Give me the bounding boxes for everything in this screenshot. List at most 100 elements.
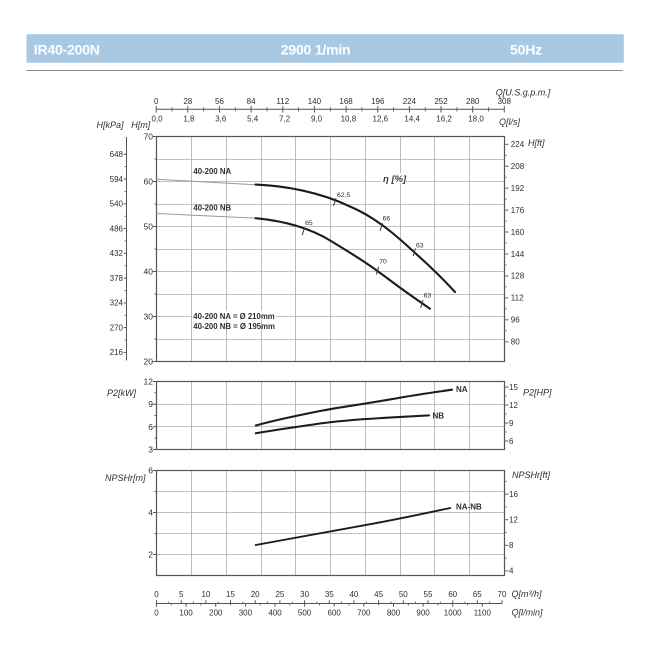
svg-text:20: 20 (251, 590, 260, 599)
svg-text:NPSHr[ft]: NPSHr[ft] (512, 470, 551, 480)
svg-text:Q[l/min]: Q[l/min] (512, 607, 544, 617)
svg-text:Q[U.S.g.p.m.]: Q[U.S.g.p.m.] (496, 88, 551, 98)
svg-text:1100: 1100 (474, 608, 492, 617)
svg-text:9,0: 9,0 (311, 114, 323, 123)
svg-text:7,2: 7,2 (279, 114, 291, 123)
svg-text:176: 176 (511, 206, 525, 215)
svg-text:60: 60 (448, 590, 457, 599)
svg-text:NA: NA (456, 385, 468, 394)
svg-text:224: 224 (511, 140, 525, 149)
svg-text:50Hz: 50Hz (510, 41, 542, 57)
svg-text:100: 100 (179, 608, 193, 617)
svg-text:200: 200 (209, 608, 223, 617)
svg-text:60: 60 (144, 177, 154, 187)
svg-text:700: 700 (357, 608, 371, 617)
svg-text:56: 56 (215, 97, 224, 106)
svg-text:40: 40 (144, 267, 154, 277)
svg-text:16: 16 (509, 490, 518, 499)
svg-text:144: 144 (511, 250, 525, 259)
svg-text:2900 1/min: 2900 1/min (281, 41, 351, 57)
svg-text:432: 432 (110, 249, 124, 258)
svg-text:P2[kW]: P2[kW] (107, 388, 137, 398)
svg-text:6: 6 (148, 466, 153, 476)
svg-text:65: 65 (305, 220, 313, 227)
svg-text:62,5: 62,5 (337, 192, 350, 199)
svg-text:12: 12 (509, 401, 518, 410)
svg-text:128: 128 (511, 272, 525, 281)
svg-text:308: 308 (498, 97, 512, 106)
svg-text:12,6: 12,6 (373, 114, 389, 123)
svg-text:28: 28 (183, 97, 192, 106)
svg-text:216: 216 (110, 348, 124, 357)
svg-text:P2[HP]: P2[HP] (523, 387, 552, 397)
svg-text:70: 70 (144, 132, 154, 142)
svg-text:224: 224 (403, 97, 417, 106)
svg-text:IR40-200N: IR40-200N (34, 41, 100, 57)
svg-text:2: 2 (148, 550, 153, 560)
svg-text:H[m]: H[m] (131, 120, 150, 130)
svg-text:10: 10 (201, 590, 210, 599)
svg-text:140: 140 (308, 97, 322, 106)
svg-text:15: 15 (509, 383, 518, 392)
svg-text:10,8: 10,8 (341, 114, 357, 123)
svg-text:40-200 NA: 40-200 NA (193, 167, 231, 176)
svg-text:66: 66 (383, 216, 391, 223)
svg-text:196: 196 (371, 97, 385, 106)
svg-text:63: 63 (416, 243, 424, 250)
svg-text:Q[m³/h]: Q[m³/h] (512, 589, 543, 599)
svg-text:378: 378 (110, 274, 124, 283)
svg-text:70: 70 (379, 259, 387, 266)
svg-text:8: 8 (509, 541, 514, 550)
svg-text:35: 35 (325, 590, 334, 599)
svg-text:70: 70 (498, 590, 507, 599)
svg-text:6: 6 (148, 422, 153, 432)
svg-text:H[ft]: H[ft] (528, 138, 545, 148)
svg-text:9: 9 (148, 399, 153, 409)
svg-text:14,4: 14,4 (404, 114, 420, 123)
svg-text:208: 208 (511, 162, 525, 171)
svg-text:20: 20 (144, 357, 154, 367)
svg-text:112: 112 (276, 97, 289, 106)
svg-text:0: 0 (154, 97, 159, 106)
svg-text:400: 400 (268, 608, 282, 617)
svg-text:η [%]: η [%] (383, 174, 407, 185)
svg-text:NA-NB: NA-NB (456, 502, 482, 511)
svg-text:25: 25 (275, 590, 284, 599)
svg-text:16,2: 16,2 (436, 114, 452, 123)
svg-text:45: 45 (374, 590, 383, 599)
svg-text:270: 270 (110, 323, 124, 332)
svg-text:800: 800 (387, 608, 401, 617)
svg-text:4: 4 (509, 567, 514, 576)
svg-text:65: 65 (473, 590, 482, 599)
svg-text:5: 5 (179, 590, 184, 599)
svg-text:160: 160 (511, 228, 525, 237)
svg-text:40: 40 (349, 590, 358, 599)
svg-text:300: 300 (239, 608, 253, 617)
svg-text:63: 63 (424, 293, 432, 300)
svg-text:NB: NB (433, 412, 445, 421)
svg-text:900: 900 (416, 608, 430, 617)
svg-text:168: 168 (339, 97, 353, 106)
svg-text:280: 280 (466, 97, 480, 106)
svg-text:30: 30 (144, 312, 154, 322)
svg-text:486: 486 (110, 224, 124, 233)
svg-text:112: 112 (511, 294, 524, 303)
svg-text:18,0: 18,0 (468, 114, 484, 123)
svg-text:9: 9 (509, 419, 514, 428)
svg-text:3: 3 (148, 445, 153, 455)
svg-text:55: 55 (424, 590, 433, 599)
svg-text:500: 500 (298, 608, 312, 617)
svg-text:594: 594 (110, 175, 124, 184)
svg-text:600: 600 (328, 608, 342, 617)
svg-text:40-200 NB = Ø 195mm: 40-200 NB = Ø 195mm (193, 322, 275, 331)
svg-text:252: 252 (434, 97, 448, 106)
svg-text:12: 12 (144, 377, 154, 387)
svg-text:4: 4 (148, 508, 153, 518)
svg-text:80: 80 (511, 338, 520, 347)
svg-text:0: 0 (154, 590, 159, 599)
svg-text:6: 6 (509, 437, 514, 446)
svg-text:Q[l/s]: Q[l/s] (499, 117, 521, 127)
svg-text:0,0: 0,0 (151, 114, 163, 123)
svg-text:30: 30 (300, 590, 309, 599)
svg-text:1,8: 1,8 (183, 114, 195, 123)
